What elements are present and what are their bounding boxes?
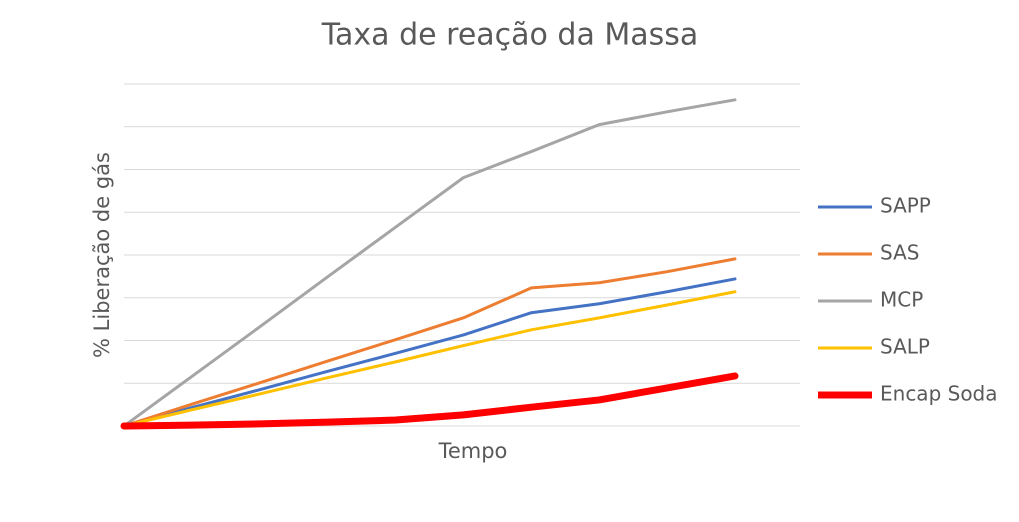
line bbox=[122, 277, 737, 428]
y-axis-label: % Liberação de gás bbox=[90, 152, 114, 358]
x-axis-label: Tempo bbox=[438, 439, 508, 463]
legend-label: SAS bbox=[880, 241, 919, 265]
line bbox=[122, 98, 737, 428]
line bbox=[120, 372, 739, 430]
line bbox=[122, 257, 737, 428]
line bbox=[122, 290, 737, 428]
legend-label: MCP bbox=[880, 288, 923, 312]
chart-title: Taxa de reação da Massa bbox=[321, 18, 699, 53]
legend-label: SAPP bbox=[880, 194, 931, 218]
legend-label: Encap Soda bbox=[880, 382, 998, 406]
legend-label: SALP bbox=[880, 335, 930, 359]
